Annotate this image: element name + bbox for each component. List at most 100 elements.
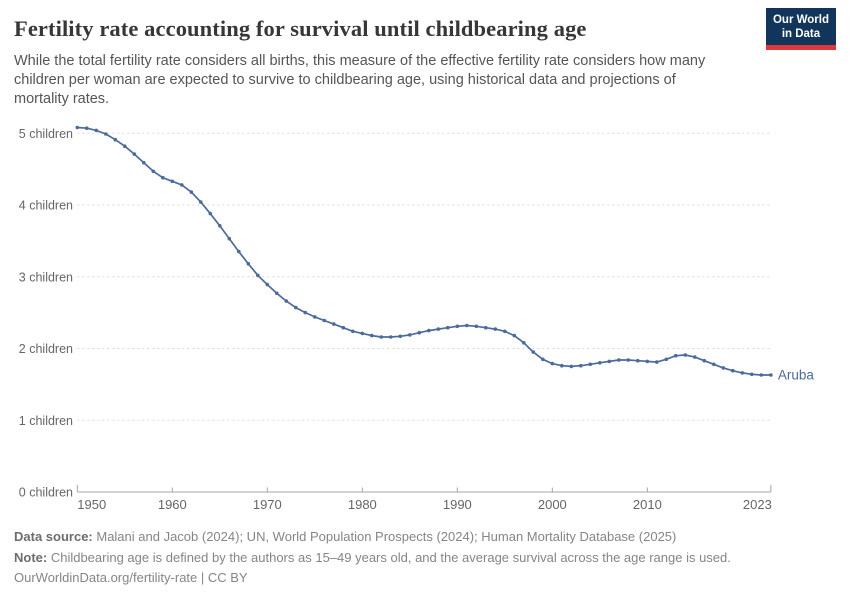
data-point[interactable] <box>294 305 298 310</box>
x-tick-label: 2000 <box>538 497 567 512</box>
data-point[interactable] <box>379 335 384 339</box>
data-point[interactable] <box>550 361 555 366</box>
data-point[interactable] <box>512 333 517 338</box>
data-point[interactable] <box>303 310 308 315</box>
data-point[interactable] <box>427 328 431 333</box>
series-end-label: Aruba <box>778 368 815 383</box>
data-point[interactable] <box>417 330 422 335</box>
note-text: Childbearing age is defined by the autho… <box>47 549 731 565</box>
data-point[interactable] <box>408 333 412 337</box>
data-point[interactable] <box>541 357 545 362</box>
data-point[interactable] <box>180 183 184 187</box>
data-point[interactable] <box>113 137 118 142</box>
data-point[interactable] <box>322 318 327 323</box>
data-point[interactable] <box>702 358 707 363</box>
series-line <box>76 126 772 376</box>
data-point[interactable] <box>85 126 89 130</box>
data-point[interactable] <box>170 179 175 184</box>
data-point[interactable] <box>246 262 251 266</box>
data-point[interactable] <box>569 364 574 369</box>
data-point[interactable] <box>132 152 137 156</box>
data-point[interactable] <box>636 358 640 363</box>
data-point[interactable] <box>455 324 460 329</box>
data-point[interactable] <box>731 368 735 373</box>
subtitle-line: While the total fertility rate considers… <box>14 53 706 69</box>
data-point[interactable] <box>759 373 764 377</box>
data-source-text: Malani and Jacob (2024); UN, World Popul… <box>92 529 677 544</box>
data-point[interactable] <box>769 373 773 377</box>
footer-source-line: Data source: Malani and Jacob (2024); UN… <box>14 527 834 548</box>
data-point[interactable] <box>161 175 165 180</box>
data-point[interactable] <box>218 224 222 228</box>
data-point[interactable] <box>284 299 289 303</box>
data-point[interactable] <box>389 335 393 339</box>
data-point[interactable] <box>104 132 108 136</box>
data-point[interactable] <box>465 323 469 328</box>
data-point[interactable] <box>503 329 507 334</box>
line-chart-canvas[interactable]: 0 children 1 children 2 children 3 children… <box>0 114 850 516</box>
data-point[interactable] <box>693 355 697 359</box>
data-point[interactable] <box>484 325 488 330</box>
data-point[interactable] <box>360 331 365 336</box>
data-point[interactable] <box>740 371 745 375</box>
data-point[interactable] <box>265 282 270 287</box>
data-point[interactable] <box>351 329 355 334</box>
x-tick-label: 1990 <box>443 497 472 512</box>
data-point[interactable] <box>560 363 564 368</box>
data-point[interactable] <box>398 334 403 339</box>
data-point[interactable] <box>712 362 716 367</box>
data-point[interactable] <box>607 359 612 364</box>
data-point[interactable] <box>189 190 194 194</box>
y-tick-label: 5 children <box>19 127 73 141</box>
data-point[interactable] <box>208 211 213 216</box>
data-point[interactable] <box>721 366 726 370</box>
data-point[interactable] <box>123 144 127 148</box>
data-point[interactable] <box>683 353 688 357</box>
data-point[interactable] <box>493 327 498 331</box>
x-tick-label: 2010 <box>633 497 662 512</box>
chart-footer: Data source: Malani and Jacob (2024); UN… <box>14 527 834 589</box>
x-tick-label: 1960 <box>158 497 187 512</box>
data-point[interactable] <box>531 350 536 354</box>
data-point[interactable] <box>579 363 583 368</box>
y-tick-label: 0 children <box>19 486 73 500</box>
data-point[interactable] <box>142 160 146 165</box>
data-point[interactable] <box>645 359 650 364</box>
data-point[interactable] <box>151 169 156 174</box>
x-tick-label: 2023 <box>743 497 772 512</box>
data-point[interactable] <box>664 357 669 362</box>
data-point[interactable] <box>522 341 526 345</box>
data-point[interactable] <box>370 333 374 338</box>
owid-logo-line2: in Data <box>781 27 821 40</box>
data-point[interactable] <box>75 125 80 130</box>
data-point[interactable] <box>626 358 631 362</box>
data-point[interactable] <box>313 315 317 319</box>
data-point[interactable] <box>199 200 203 204</box>
data-point[interactable] <box>332 322 336 326</box>
y-tick-label: 4 children <box>19 199 73 213</box>
chart-title: Fertility rate accounting for survival u… <box>14 16 587 41</box>
data-point[interactable] <box>598 361 602 365</box>
data-point[interactable] <box>436 327 441 331</box>
footer-url-line[interactable]: OurWorldinData.org/fertility-rate | CC B… <box>14 570 248 585</box>
data-point[interactable] <box>237 249 241 254</box>
data-point[interactable] <box>275 291 279 296</box>
data-point[interactable] <box>227 236 232 241</box>
data-point[interactable] <box>446 325 450 330</box>
data-point[interactable] <box>655 360 659 364</box>
data-point[interactable] <box>255 273 260 278</box>
x-tick-label: 1980 <box>348 497 377 512</box>
data-point[interactable] <box>674 353 678 358</box>
y-tick-label: 1 children <box>19 414 73 428</box>
data-point[interactable] <box>617 358 621 362</box>
data-point[interactable] <box>341 325 346 330</box>
y-tick-label: 3 children <box>19 270 73 284</box>
data-source-label: Data source: <box>14 529 93 544</box>
footer-note-line: Note: Childbearing age is defined by the… <box>14 548 834 569</box>
data-point[interactable] <box>750 372 754 377</box>
data-point[interactable] <box>474 324 479 329</box>
data-point[interactable] <box>94 128 99 133</box>
owid-logo[interactable]: Our World in Data <box>765 8 836 50</box>
data-point[interactable] <box>588 362 593 367</box>
